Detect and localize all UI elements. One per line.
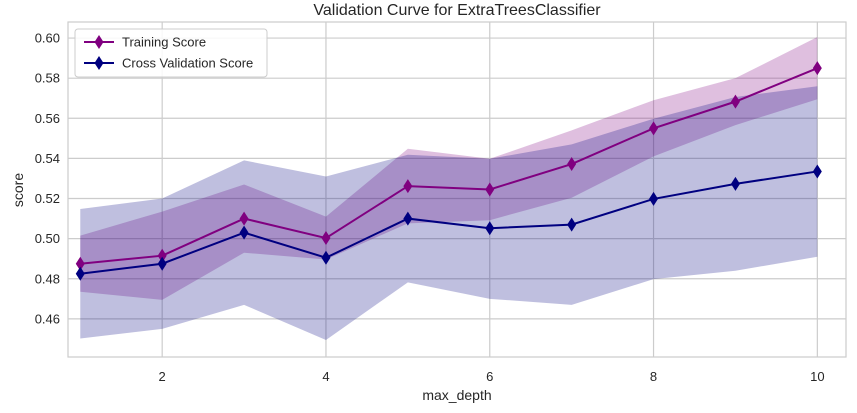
x-tick-labels: 2 4 6 8 10	[159, 369, 825, 384]
point-training	[567, 157, 577, 172]
series-markers	[75, 61, 822, 281]
point-training	[485, 182, 495, 197]
x-tick-label: 6	[486, 369, 493, 384]
line-cross-validation	[80, 170, 818, 275]
y-tick-label: 0.48	[35, 271, 60, 286]
y-tick-label: 0.60	[35, 31, 60, 46]
point-cross-validation	[157, 256, 167, 271]
plot-frame	[67, 21, 847, 358]
point-cross-validation	[321, 250, 331, 265]
y-tick-label: 0.58	[35, 71, 60, 86]
y-tick-label: 0.46	[35, 311, 60, 326]
point-training	[75, 256, 85, 271]
point-cross-validation	[485, 221, 495, 236]
point-cross-validation	[730, 176, 740, 191]
point-cross-validation	[649, 191, 659, 206]
x-tick-label: 4	[322, 369, 329, 384]
point-cross-validation	[75, 266, 85, 281]
band-training	[80, 37, 818, 300]
y-axis-label: score	[10, 173, 26, 207]
y-tick-label: 0.52	[35, 191, 60, 206]
x-axis-label: max_depth	[422, 387, 491, 403]
x-tick-label: 8	[650, 369, 657, 384]
legend-label-cross-validation: Cross Validation Score	[122, 56, 253, 71]
series-lines	[80, 67, 818, 275]
point-training	[730, 94, 740, 109]
legend-box	[74, 28, 268, 78]
y-tick-labels: 0.46 0.48 0.50 0.52 0.54 0.56 0.58 0.60	[35, 31, 60, 327]
point-cross-validation	[239, 225, 249, 240]
line-training	[80, 67, 818, 265]
point-training	[321, 231, 331, 246]
y-tick-label: 0.54	[35, 151, 60, 166]
x-tick-label: 2	[159, 369, 166, 384]
legend-marker-cross-validation	[94, 56, 104, 70]
point-cross-validation	[567, 217, 577, 232]
point-training	[239, 211, 249, 226]
point-training	[812, 61, 822, 76]
y-tick-label: 0.50	[35, 231, 60, 246]
point-cross-validation	[812, 164, 822, 179]
point-training	[649, 121, 659, 136]
legend: Training Score Cross Validation Score	[74, 28, 268, 78]
confidence-bands	[80, 37, 818, 340]
legend-marker-training	[94, 35, 104, 49]
y-tick-label: 0.56	[35, 111, 60, 126]
chart-title: Validation Curve for ExtraTreesClassifie…	[313, 2, 601, 19]
legend-label-training: Training Score	[122, 35, 206, 50]
x-tick-label: 10	[810, 369, 824, 384]
point-training	[157, 248, 167, 263]
point-training	[403, 179, 413, 194]
band-cross-validation	[80, 86, 818, 340]
point-cross-validation	[403, 211, 413, 226]
